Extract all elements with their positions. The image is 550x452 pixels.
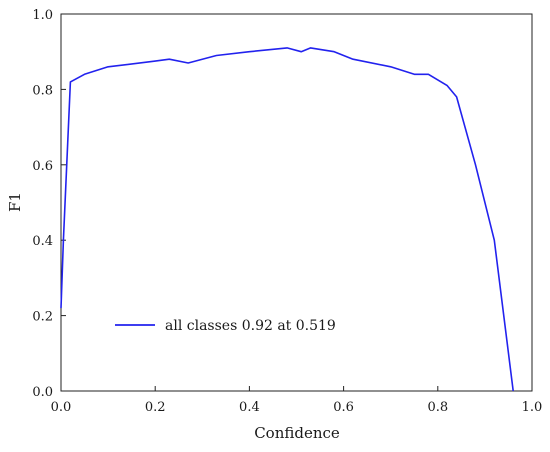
y-tick-label: 0.2 bbox=[32, 310, 53, 325]
series-line bbox=[60, 47, 514, 392]
plot-frame bbox=[60, 13, 533, 392]
legend-label: all classes 0.92 at 0.519 bbox=[165, 318, 336, 334]
y-tick-label: 0.0 bbox=[32, 385, 53, 400]
y-tick-label: 0.8 bbox=[32, 83, 53, 98]
x-axis: 0.0 0.2 0.4 0.6 0.8 1.0 bbox=[51, 386, 543, 415]
x-tick-label: 0.0 bbox=[51, 400, 72, 415]
y-tick-label: 1.0 bbox=[32, 8, 53, 23]
x-tick-label: 0.6 bbox=[333, 400, 354, 415]
x-tick-label: 0.2 bbox=[145, 400, 166, 415]
series-layer bbox=[60, 47, 514, 392]
y-tick-label: 0.4 bbox=[32, 234, 53, 249]
x-tick-label: 0.8 bbox=[427, 400, 448, 415]
y-tick-label: 0.6 bbox=[32, 159, 53, 174]
y-axis-label: F1 bbox=[6, 192, 24, 212]
x-tick-label: 1.0 bbox=[522, 400, 543, 415]
x-axis-label: Confidence bbox=[254, 424, 340, 442]
y-axis: 0.0 0.2 0.4 0.6 0.8 1.0 bbox=[32, 8, 66, 400]
x-tick-label: 0.4 bbox=[239, 400, 260, 415]
plot-area bbox=[60, 13, 533, 392]
legend: all classes 0.92 at 0.519 bbox=[115, 318, 336, 334]
